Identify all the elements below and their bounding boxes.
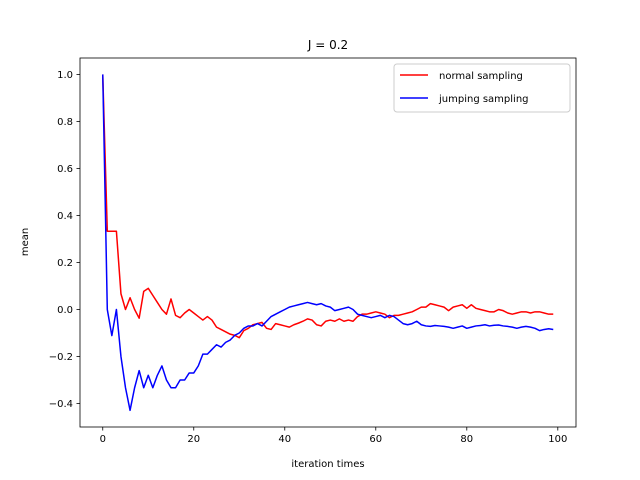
series-line-jumping-sampling <box>102 74 554 412</box>
x-axis-label: iteration times <box>291 459 364 470</box>
legend-label-normal-sampling: normal sampling <box>439 71 523 82</box>
x-tick-label: 40 <box>278 434 291 445</box>
x-axis: 0 20 40 60 80 100 <box>100 427 567 445</box>
y-tick-label: 0.4 <box>57 211 73 222</box>
legend: normal sampling jumping sampling <box>393 63 571 113</box>
y-tick-label: 0.6 <box>57 164 73 175</box>
y-tick-label: 0.8 <box>57 117 73 128</box>
y-axis: −0.4 −0.2 0.0 0.2 0.4 0.6 0.8 1.0 <box>49 70 80 410</box>
series-line-normal-sampling <box>102 74 554 339</box>
legend-label-jumping-sampling: jumping sampling <box>438 94 529 105</box>
y-axis-label: mean <box>20 228 31 256</box>
x-tick-label: 20 <box>187 434 200 445</box>
x-tick-label: 100 <box>548 434 567 445</box>
x-tick-label: 80 <box>460 434 473 445</box>
y-tick-label: 0.2 <box>57 258 73 269</box>
y-tick-label: −0.4 <box>49 399 73 410</box>
y-tick-label: 1.0 <box>57 70 73 81</box>
x-tick-label: 60 <box>369 434 382 445</box>
chart-title: J = 0.2 <box>307 38 348 52</box>
x-tick-label: 0 <box>100 434 106 445</box>
y-tick-label: 0.0 <box>57 305 73 316</box>
axes-frame <box>79 57 577 428</box>
plot-lines <box>102 74 554 412</box>
y-tick-label: −0.2 <box>49 352 73 363</box>
legend-box <box>393 63 571 113</box>
